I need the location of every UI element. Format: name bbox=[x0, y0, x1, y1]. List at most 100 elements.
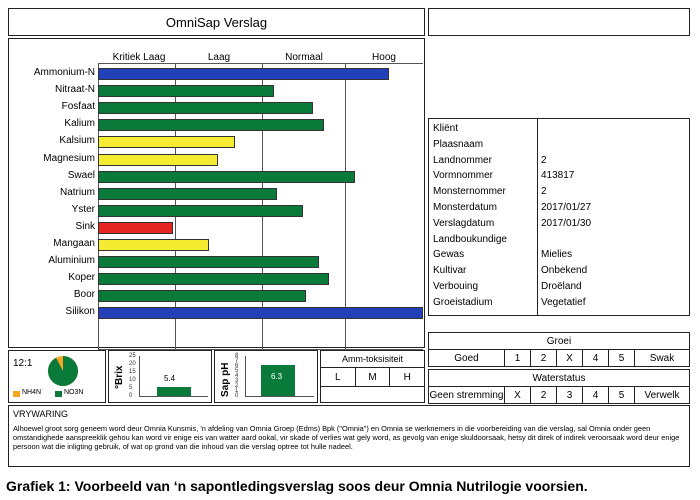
nutrient-label: Sink bbox=[75, 220, 95, 232]
nutrient-bar bbox=[98, 273, 329, 286]
ratio-label: 12:1 bbox=[13, 358, 33, 369]
groei-scale: Groei Goed 1 2 X 4 5 Swak bbox=[428, 332, 690, 367]
water-cell: 3 bbox=[557, 387, 583, 403]
brix-tick-label: 15 bbox=[129, 369, 136, 375]
info-key: Verslagdatum bbox=[433, 217, 495, 229]
brix-tick-label: 25 bbox=[129, 353, 136, 359]
info-row: Groeistadium Vegetatief bbox=[429, 295, 689, 310]
nutrient-bar bbox=[98, 170, 355, 183]
nutrient-label: Kalsium bbox=[59, 135, 95, 147]
nutrient-label: Silikon bbox=[65, 306, 95, 318]
ph-value: 6.3 bbox=[271, 372, 283, 381]
info-row: Plaasnaam bbox=[429, 137, 689, 152]
amm-col-h: H bbox=[403, 371, 411, 383]
nh4-no3-ratio: 12:1 NH4N NO3N bbox=[8, 350, 106, 403]
legend-swatch-no3n bbox=[55, 391, 62, 397]
brix-tick-label: 10 bbox=[129, 377, 136, 383]
nutrient-bar bbox=[98, 221, 173, 234]
info-value: Droëland bbox=[541, 281, 582, 292]
brix-label: °Brix bbox=[114, 365, 125, 389]
amm-title: Amm-toksisiteit bbox=[321, 351, 424, 368]
water-cell: 4 bbox=[583, 387, 609, 403]
ph-tick-label: 5 bbox=[235, 368, 239, 374]
chart-divider-hoog bbox=[345, 63, 346, 349]
info-key: Verbouing bbox=[433, 281, 479, 292]
info-row: Landnommer 2 bbox=[429, 153, 689, 168]
chart-bottom-line bbox=[98, 349, 423, 350]
nutrient-label: Aluminium bbox=[48, 255, 95, 267]
info-value: 413817 bbox=[541, 170, 575, 182]
water-cell-selected: X bbox=[505, 387, 531, 403]
ph-bar bbox=[261, 364, 295, 396]
info-row: Monsternommer 2 bbox=[429, 184, 689, 199]
brix-value: 5.4 bbox=[164, 374, 176, 383]
nutrient-label: Natrium bbox=[59, 186, 95, 198]
nutrient-chart: Kritiek Laag Laag Normaal Hoog Ammonium-… bbox=[8, 38, 425, 350]
brix-tick-label: 5 bbox=[129, 385, 133, 391]
legend-no3n: NO3N bbox=[64, 389, 84, 396]
nutrient-bar bbox=[98, 85, 274, 98]
info-key: Gewas bbox=[433, 249, 465, 261]
ph-tick-label: 2 bbox=[235, 383, 239, 389]
info-value: 2 bbox=[541, 186, 547, 198]
amm-row: L M H bbox=[321, 368, 424, 387]
nutrient-bar bbox=[98, 187, 277, 200]
logo-area bbox=[428, 8, 690, 36]
info-key: Monsterdatum bbox=[433, 202, 497, 213]
info-key: Plaasnaam bbox=[433, 138, 484, 150]
nutrient-label: Magnesium bbox=[43, 152, 95, 164]
ph-plot bbox=[245, 356, 314, 397]
disclaimer-title: VRYWARING bbox=[13, 409, 69, 419]
info-key: Groeistadium bbox=[433, 296, 493, 308]
nutrient-label: Koper bbox=[68, 272, 95, 284]
ph-tick-label: 7 bbox=[235, 358, 239, 364]
info-row: Kliënt bbox=[429, 121, 689, 136]
disclaimer: VRYWARING Alhoewel groot sorg geneem wor… bbox=[8, 405, 690, 467]
groei-cell: 5 bbox=[609, 350, 635, 366]
sample-info-table: Kliënt Plaasnaam Landnommer 2 Vormnommer 4138… bbox=[428, 118, 690, 316]
info-value: Mielies bbox=[541, 249, 573, 261]
ph-label: Sap pH bbox=[220, 362, 231, 397]
category-hoog: Hoog bbox=[372, 52, 396, 63]
nutrient-label: Nitraat-N bbox=[54, 84, 95, 96]
legend-nh4n: NH4N bbox=[22, 389, 42, 396]
info-row: Landboukundige bbox=[429, 232, 689, 247]
nutrient-bar bbox=[98, 239, 209, 251]
groei-cell: 4 bbox=[583, 350, 609, 366]
ph-tick-label: 3 bbox=[235, 378, 239, 384]
amm-col-l: L bbox=[321, 368, 356, 386]
info-row: Vormnommer 413817 bbox=[429, 168, 689, 183]
info-row: Gewas Mielies bbox=[429, 247, 689, 262]
groei-title: Groei bbox=[429, 333, 689, 350]
nutrient-label: Swael bbox=[67, 169, 95, 181]
amm-col-m: M bbox=[356, 368, 391, 386]
groei-cell-selected: X bbox=[557, 350, 583, 366]
ph-tick-label: 0 bbox=[235, 393, 239, 399]
info-key: Kultivar bbox=[433, 265, 467, 277]
ratio-pie bbox=[48, 356, 78, 386]
ph-tick-label: 1 bbox=[235, 388, 239, 394]
waterstatus-row: Geen stremming X 2 3 4 5 Verwelk bbox=[429, 387, 689, 403]
figure-caption: Grafiek 1: Voorbeeld van ‘n sapontleding… bbox=[6, 478, 588, 494]
info-key: Landnommer bbox=[433, 154, 492, 166]
nutrient-bar bbox=[98, 204, 303, 217]
ph-tick-label: 8 bbox=[235, 353, 239, 359]
nutrient-label: Ammonium-N bbox=[33, 67, 95, 78]
ph-tick-label: 4 bbox=[235, 373, 239, 379]
info-row: Verbouing Droëland bbox=[429, 279, 689, 294]
chart-top-line bbox=[98, 63, 423, 64]
info-value: 2017/01/30 bbox=[541, 217, 592, 229]
info-row: Verslagdatum 2017/01/30 bbox=[429, 216, 689, 231]
groei-cell: Goed bbox=[429, 350, 505, 366]
nutrient-bar bbox=[98, 136, 235, 149]
brix-tick-label: 20 bbox=[129, 361, 136, 367]
ph-tick-label: 6 bbox=[235, 363, 239, 369]
waterstatus-scale: Waterstatus Geen stremming X 2 3 4 5 Ver… bbox=[428, 369, 690, 404]
category-laag: Laag bbox=[207, 52, 231, 63]
info-key: Landboukundige bbox=[433, 233, 507, 245]
category-kritiek-laag: Kritiek Laag bbox=[112, 52, 166, 63]
water-cell: 5 bbox=[609, 387, 635, 403]
disclaimer-text: Alhoewel groot sorg geneem word deur Omn… bbox=[13, 424, 680, 451]
legend-swatch-nh4n bbox=[13, 391, 20, 397]
water-cell: Geen stremming bbox=[429, 387, 505, 403]
